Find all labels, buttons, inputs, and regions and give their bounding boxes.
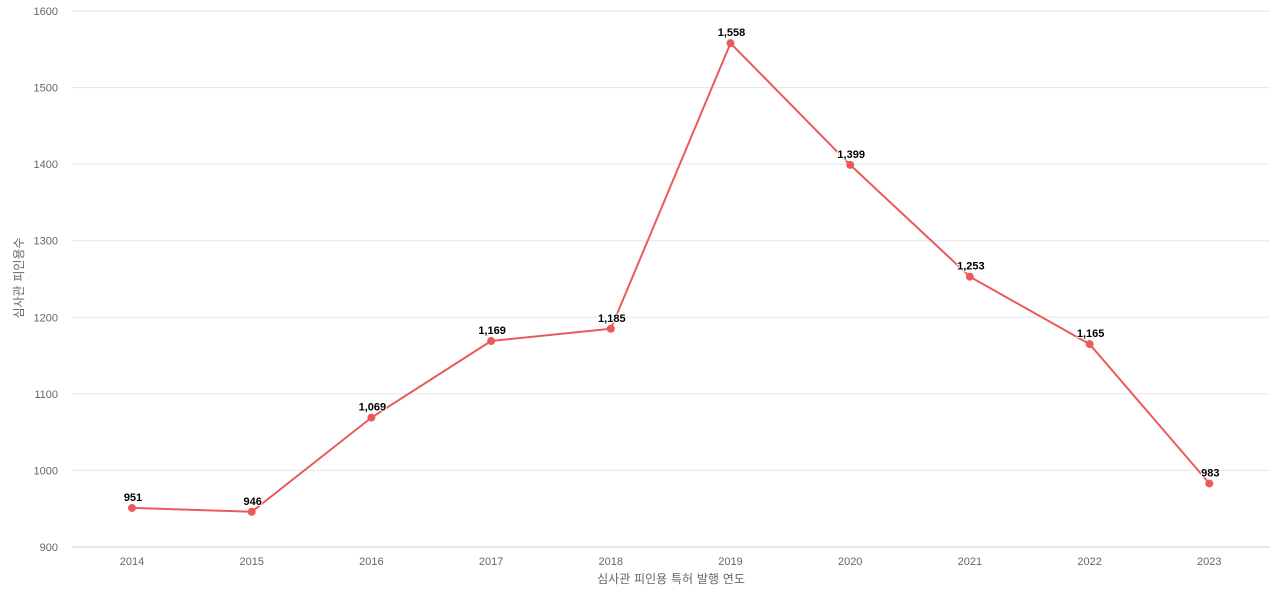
y-tick-label: 1500 [34, 83, 58, 95]
data-label-2015: 946 [244, 496, 262, 508]
data-point-2020 [846, 160, 855, 169]
series-line [131, 42, 1211, 513]
data-label-2020: 1,399 [837, 149, 865, 161]
y-tick-label: 900 [40, 542, 58, 554]
data-label-2014: 951 [124, 492, 142, 504]
data-point-2023 [1205, 479, 1214, 488]
y-axis-title: 심사관 피인용수 [12, 237, 26, 318]
data-label-2016: 1,069 [359, 402, 387, 414]
x-tick-label: 2014 [120, 556, 144, 568]
data-point-2016 [367, 413, 376, 422]
x-tick-label: 2019 [718, 556, 742, 568]
data-point-2019 [726, 39, 735, 48]
data-label-2022: 1,165 [1077, 328, 1105, 340]
y-tick-label: 1600 [34, 6, 58, 18]
y-axis: 900 1000 1100 1200 1300 1400 1500 1600 [34, 6, 58, 554]
x-tick-label: 2021 [958, 556, 982, 568]
x-tick-label: 2022 [1077, 556, 1101, 568]
x-tick-label: 2020 [838, 556, 862, 568]
data-label-2021: 1,253 [957, 261, 985, 273]
x-tick-label: 2016 [359, 556, 383, 568]
data-point-2018 [606, 324, 615, 333]
data-label-2019: 1,558 [718, 27, 746, 39]
data-label-2023: 983 [1201, 467, 1219, 479]
y-tick-label: 1200 [34, 312, 58, 324]
data-point-2015 [247, 507, 256, 516]
data-point-2017 [487, 337, 496, 346]
x-tick-label: 2015 [239, 556, 263, 568]
y-tick-label: 1300 [34, 236, 58, 248]
y-tick-label: 1000 [34, 465, 58, 477]
data-labels: 951 946 1,069 1,169 1,185 1,558 1,399 1,253 1,16… [123, 26, 1221, 509]
x-axis-title: 심사관 피인용 특허 발행 연도 [597, 571, 745, 586]
data-point-2022 [1085, 340, 1094, 349]
y-tick-label: 1400 [34, 159, 58, 171]
data-point-2014 [128, 503, 136, 512]
x-axis: 2014 2015 2016 2017 2018 2019 2020 2021 2022 2023 [72, 546, 1270, 568]
series [128, 39, 1214, 516]
x-tick-label: 2017 [479, 556, 503, 568]
data-label-2017: 1,169 [478, 325, 506, 337]
gridlines [72, 10, 1270, 471]
y-tick-label: 1100 [34, 389, 58, 401]
data-label-2018: 1,185 [598, 313, 626, 325]
x-tick-label: 2023 [1197, 556, 1221, 568]
x-tick-label: 2018 [599, 556, 623, 568]
data-point-2021 [965, 272, 974, 281]
